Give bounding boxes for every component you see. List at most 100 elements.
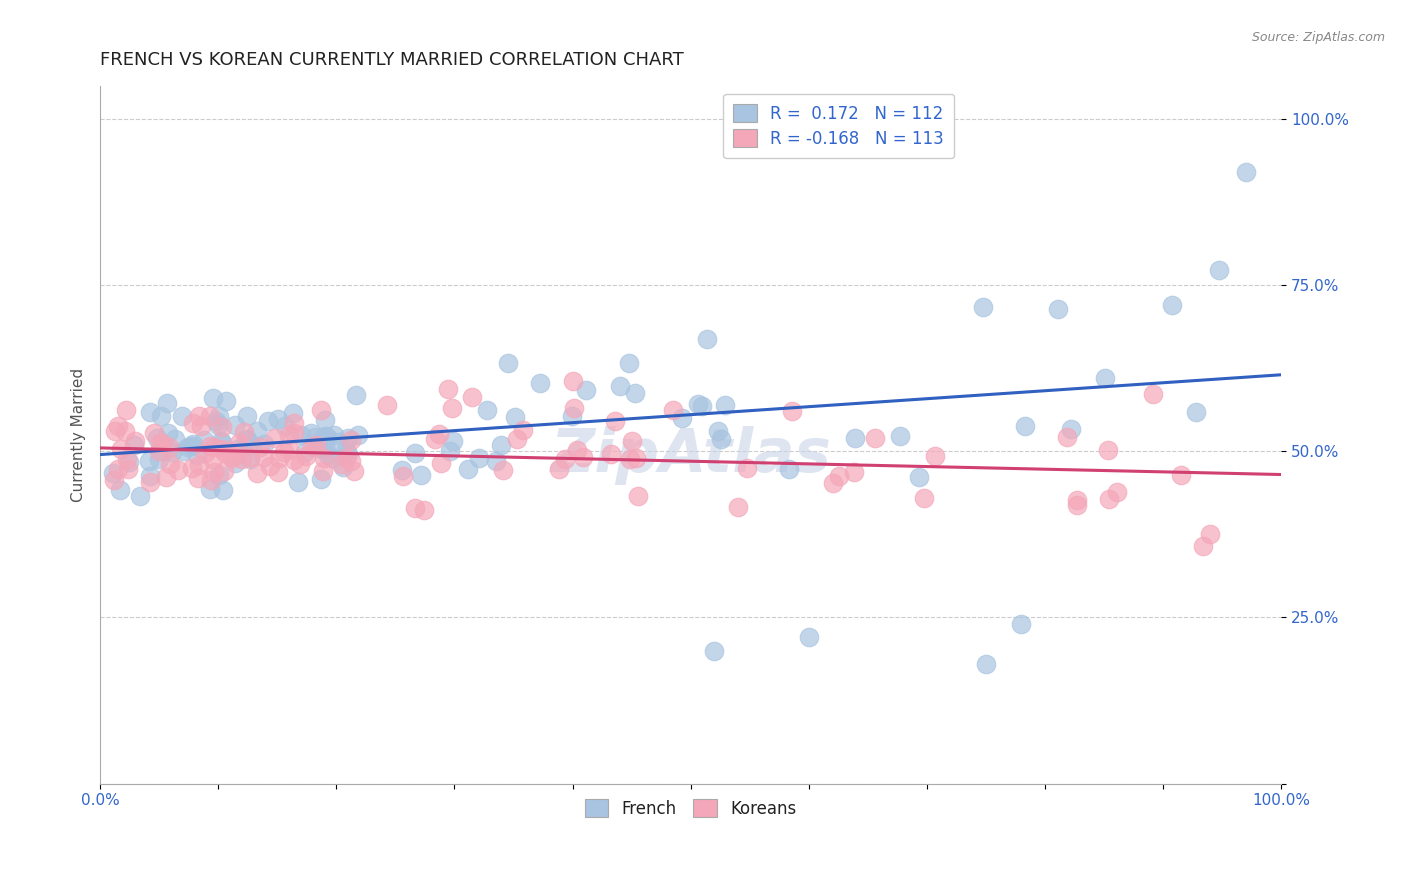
Point bbox=[218, 444, 240, 458]
Point bbox=[193, 446, 215, 460]
Point bbox=[122, 438, 145, 452]
Point bbox=[278, 427, 301, 442]
Point bbox=[489, 438, 512, 452]
Point bbox=[375, 398, 398, 412]
Point bbox=[157, 440, 180, 454]
Point bbox=[437, 382, 460, 396]
Point bbox=[332, 460, 354, 475]
Point bbox=[908, 469, 931, 483]
Point bbox=[115, 452, 138, 467]
Point bbox=[609, 379, 631, 393]
Point bbox=[278, 442, 301, 456]
Point bbox=[1010, 617, 1032, 632]
Point bbox=[274, 419, 297, 434]
Point bbox=[485, 454, 508, 468]
Point bbox=[316, 430, 339, 444]
Point bbox=[312, 431, 335, 445]
Point bbox=[202, 440, 225, 454]
Point bbox=[160, 445, 183, 459]
Point bbox=[212, 464, 235, 478]
Point bbox=[844, 430, 866, 444]
Point bbox=[150, 436, 173, 450]
Point bbox=[492, 463, 515, 477]
Point bbox=[1198, 526, 1220, 541]
Point bbox=[283, 425, 305, 440]
Point bbox=[181, 436, 204, 450]
Point bbox=[1046, 302, 1069, 317]
Point bbox=[283, 417, 305, 431]
Point bbox=[294, 444, 316, 458]
Point bbox=[215, 394, 238, 409]
Point bbox=[314, 441, 336, 455]
Point bbox=[181, 461, 204, 475]
Point bbox=[228, 435, 250, 450]
Point bbox=[565, 443, 588, 458]
Point bbox=[148, 444, 170, 458]
Point bbox=[1098, 492, 1121, 507]
Point bbox=[430, 456, 453, 470]
Point bbox=[423, 432, 446, 446]
Point bbox=[149, 436, 172, 450]
Point bbox=[224, 418, 246, 433]
Point bbox=[323, 428, 346, 442]
Point bbox=[295, 449, 318, 463]
Point bbox=[104, 425, 127, 439]
Point bbox=[177, 440, 200, 454]
Point bbox=[1097, 443, 1119, 458]
Point bbox=[114, 425, 136, 439]
Point bbox=[503, 409, 526, 424]
Point bbox=[269, 451, 291, 466]
Point bbox=[605, 413, 627, 427]
Point bbox=[1014, 419, 1036, 434]
Text: ZipAtlas: ZipAtlas bbox=[550, 426, 831, 485]
Point bbox=[924, 449, 946, 463]
Point bbox=[209, 434, 232, 448]
Point bbox=[299, 425, 322, 440]
Point bbox=[498, 356, 520, 370]
Point bbox=[207, 417, 229, 432]
Point bbox=[316, 449, 339, 463]
Point bbox=[1170, 467, 1192, 482]
Point bbox=[239, 437, 262, 451]
Point bbox=[249, 440, 271, 454]
Point bbox=[212, 483, 235, 497]
Point bbox=[253, 437, 276, 451]
Point bbox=[391, 463, 413, 477]
Point bbox=[211, 442, 233, 456]
Point bbox=[797, 631, 820, 645]
Point bbox=[172, 444, 194, 458]
Point bbox=[309, 472, 332, 486]
Point bbox=[107, 419, 129, 434]
Point bbox=[706, 424, 728, 438]
Point bbox=[110, 442, 132, 456]
Point bbox=[288, 457, 311, 471]
Point bbox=[457, 462, 479, 476]
Point bbox=[264, 431, 287, 445]
Point bbox=[224, 456, 246, 470]
Point bbox=[336, 431, 359, 445]
Point bbox=[692, 399, 714, 413]
Point bbox=[257, 414, 280, 428]
Point bbox=[146, 431, 169, 445]
Point bbox=[186, 448, 208, 462]
Point bbox=[290, 428, 312, 442]
Point bbox=[314, 429, 336, 443]
Point bbox=[188, 458, 211, 472]
Point bbox=[619, 356, 641, 370]
Point bbox=[619, 452, 641, 467]
Point bbox=[259, 459, 281, 474]
Point bbox=[273, 445, 295, 459]
Point bbox=[548, 462, 571, 476]
Point bbox=[200, 473, 222, 487]
Point bbox=[461, 390, 484, 404]
Point bbox=[117, 461, 139, 475]
Point bbox=[208, 468, 231, 483]
Point bbox=[150, 409, 173, 424]
Point bbox=[107, 462, 129, 476]
Point bbox=[688, 397, 710, 411]
Point bbox=[624, 450, 647, 465]
Point bbox=[972, 301, 994, 315]
Point bbox=[253, 450, 276, 464]
Point bbox=[165, 432, 187, 446]
Point bbox=[129, 489, 152, 503]
